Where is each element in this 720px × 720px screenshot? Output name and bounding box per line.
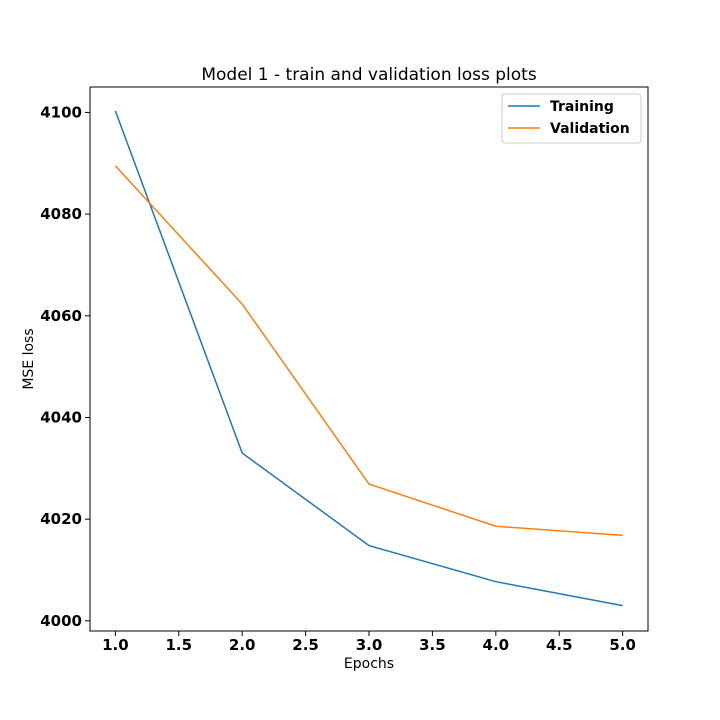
- series-line-validation: [114, 165, 623, 537]
- y-tick-label: 4000: [40, 612, 82, 630]
- x-tick-label: 4.5: [546, 636, 573, 654]
- x-tick-label: 2.0: [229, 636, 256, 654]
- y-tick-label: 4060: [40, 307, 82, 325]
- plot-frame: [89, 86, 649, 632]
- x-tick-label: 1.5: [165, 636, 192, 654]
- x-tick-label: 2.5: [292, 636, 319, 654]
- legend: Training Validation: [501, 93, 642, 144]
- y-axis-label: MSE loss: [21, 328, 37, 389]
- y-tick-label: 4080: [40, 205, 82, 223]
- x-axis-ticks: 1.0 1.5 2.0 2.5 3.0 3.5 4.0 4.5 5.0: [102, 631, 636, 654]
- y-tick-label: 4020: [40, 510, 82, 528]
- series-line-training: [114, 110, 623, 607]
- x-tick-label: 5.0: [609, 636, 636, 654]
- y-tick-label: 4100: [40, 103, 82, 121]
- x-tick-label: 4.0: [483, 636, 510, 654]
- x-tick-label: 1.0: [102, 636, 129, 654]
- x-axis-label: Epochs: [344, 656, 394, 672]
- plot-area: [114, 110, 623, 607]
- x-tick-label: 3.5: [419, 636, 446, 654]
- x-tick-label: 3.0: [356, 636, 383, 654]
- y-axis-ticks: 4000 4020 4040 4060 4080 4100: [40, 103, 90, 630]
- legend-label: Validation: [550, 121, 630, 137]
- y-tick-label: 4040: [40, 408, 82, 426]
- legend-label: Training: [550, 99, 614, 115]
- chart-title: Model 1 - train and validation loss plot…: [201, 65, 536, 85]
